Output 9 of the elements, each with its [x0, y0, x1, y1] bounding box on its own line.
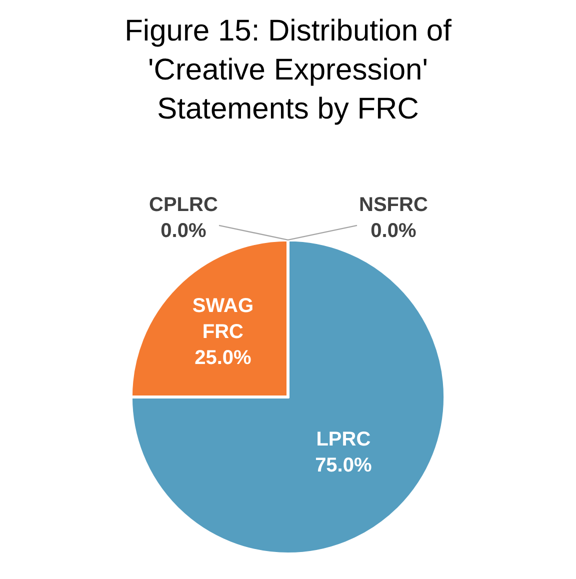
- slice-label: SWAG FRC: [192, 294, 254, 343]
- text: 0.0%: [160, 220, 206, 242]
- data-label: 25.0%: [194, 346, 252, 369]
- text: 0.0%: [370, 220, 416, 242]
- chart-title: Figure 15: Distribution of 'Creative Expression' Statements by FRC: [124, 14, 452, 126]
- slice-label: LPRC: [316, 428, 371, 450]
- category-label: NSFRC: [359, 194, 428, 216]
- category-label: CPLRC: [149, 194, 218, 216]
- data-label: 75.0%: [315, 454, 372, 476]
